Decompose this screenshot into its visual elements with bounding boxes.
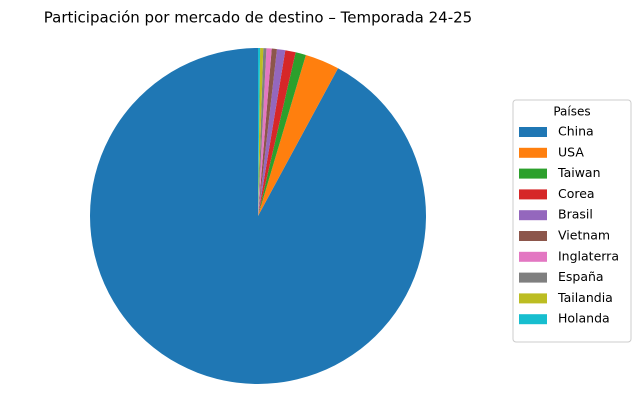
chart-title: Participación por mercado de destino – T… xyxy=(44,9,472,27)
legend-swatch xyxy=(519,189,547,200)
legend-label: China xyxy=(558,124,594,139)
legend-label: Tailandia xyxy=(557,290,613,305)
legend-swatch xyxy=(519,231,547,241)
pie-slice xyxy=(258,52,306,217)
legend-swatch xyxy=(519,147,547,158)
legend: Países China USA Taiwan Corea Brasil Vietnam In… xyxy=(512,99,632,343)
legend-swatch xyxy=(519,251,547,262)
pie-slice xyxy=(258,48,261,216)
legend-label: Holanda xyxy=(558,311,610,326)
legend-swatch xyxy=(519,272,547,283)
legend-swatch xyxy=(519,168,547,179)
pie-slice xyxy=(258,48,272,217)
pie xyxy=(90,48,427,384)
legend-label: Corea xyxy=(558,186,595,201)
pie-slice xyxy=(258,49,286,216)
legend-label: Vietnam xyxy=(558,228,610,243)
legend-swatch xyxy=(519,293,547,304)
legend-label: España xyxy=(558,269,604,284)
pie-slice xyxy=(258,48,267,216)
pie-slice xyxy=(258,54,339,216)
legend-label: Brasil xyxy=(558,207,593,222)
pie-slice xyxy=(90,48,427,384)
pie-slice xyxy=(258,48,277,217)
legend-swatch xyxy=(519,210,547,221)
legend-title: Países xyxy=(553,105,590,119)
legend-label: USA xyxy=(558,144,584,159)
pie-slice xyxy=(258,48,264,217)
legend-label: Taiwan xyxy=(557,165,601,180)
legend-swatch xyxy=(519,314,547,325)
legend-swatch xyxy=(519,127,547,137)
legend-label: Inglaterra xyxy=(558,248,619,263)
pie-slice xyxy=(258,50,296,217)
